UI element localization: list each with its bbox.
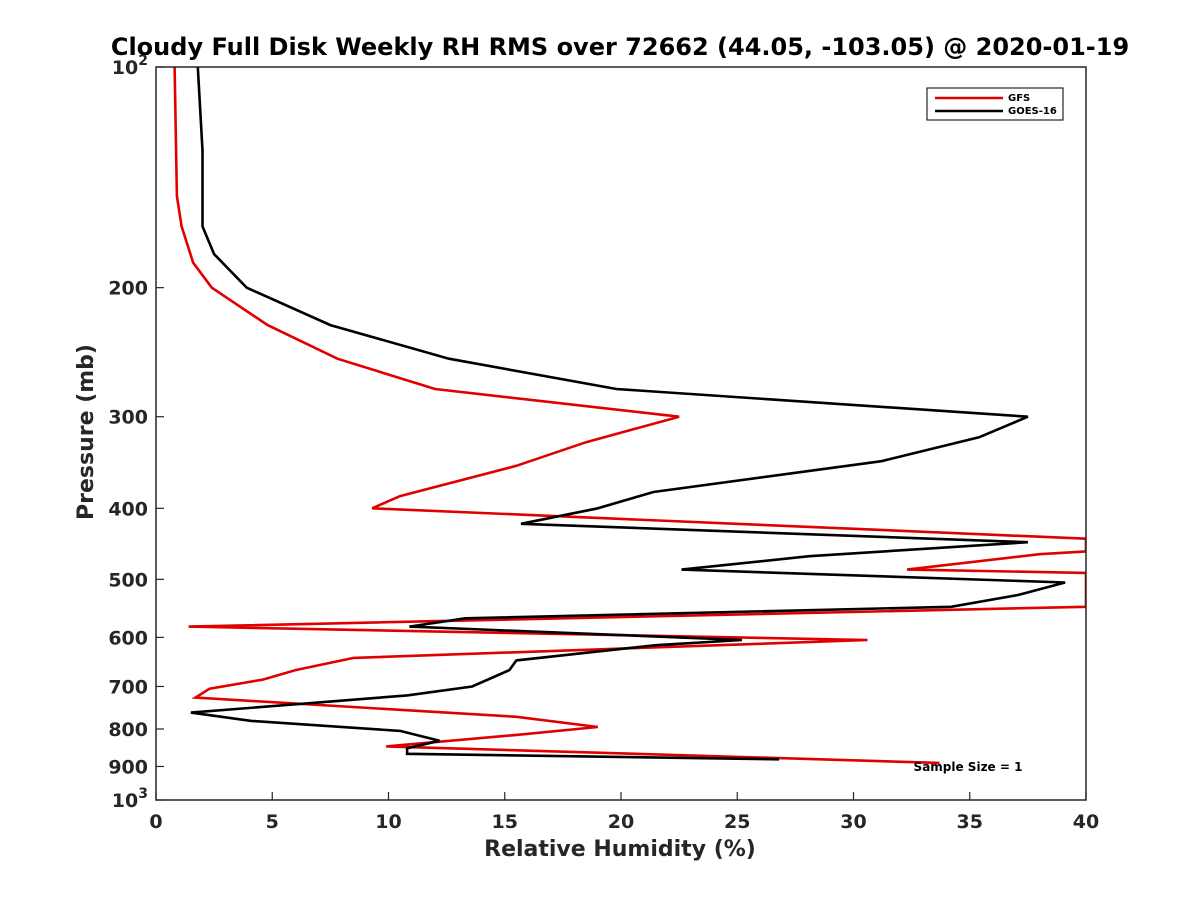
y-tick-label: 500	[108, 569, 148, 591]
y-tick-label: 300	[108, 407, 148, 429]
y-tick-label: 103	[112, 786, 148, 812]
x-tick-label: 35	[957, 811, 983, 833]
legend-box	[926, 87, 1064, 121]
chart-title: Cloudy Full Disk Weekly RH RMS over 7266…	[111, 33, 1129, 61]
y-tick-label: 800	[108, 719, 148, 741]
y-tick-label: 900	[108, 756, 148, 778]
x-axis-label: Relative Humidity (%)	[484, 837, 756, 862]
legend-label-goes16: GOES-16	[1008, 106, 1057, 117]
x-tick-label: 25	[724, 811, 750, 833]
x-tick-label: 0	[149, 811, 162, 833]
legend: GFS GOES-16	[926, 87, 1064, 121]
x-tick-label: 30	[840, 811, 866, 833]
y-tick-label: 600	[108, 627, 148, 649]
y-tick-label: 200	[108, 278, 148, 300]
y-axis-label: Pressure (mb)	[74, 344, 99, 520]
x-axis: 0 5 10 15 20 25 30 35 40	[149, 792, 1099, 833]
series-line-gfs	[173, 67, 1086, 765]
x-tick-label: 10	[375, 811, 401, 833]
x-tick-label: 40	[1073, 811, 1099, 833]
x-tick-label: 5	[266, 811, 279, 833]
y-axis: 102 200 300 400 500 600 700 800 900 103	[108, 53, 164, 812]
y-tick-label: 400	[108, 498, 148, 520]
plot-area: 0 5 10 15 20 25 30 35 40 102 200 300 400 500 600 700 80…	[108, 53, 1099, 833]
series-layer	[173, 67, 1086, 765]
y-tick-label: 700	[108, 676, 148, 698]
x-tick-label: 20	[608, 811, 634, 833]
x-tick-label: 15	[492, 811, 518, 833]
legend-label-gfs: GFS	[1008, 93, 1030, 104]
y-tick-label: 102	[112, 53, 148, 79]
series-line-goes16	[190, 67, 1066, 761]
sample-size-annotation: Sample Size = 1	[914, 760, 1023, 774]
